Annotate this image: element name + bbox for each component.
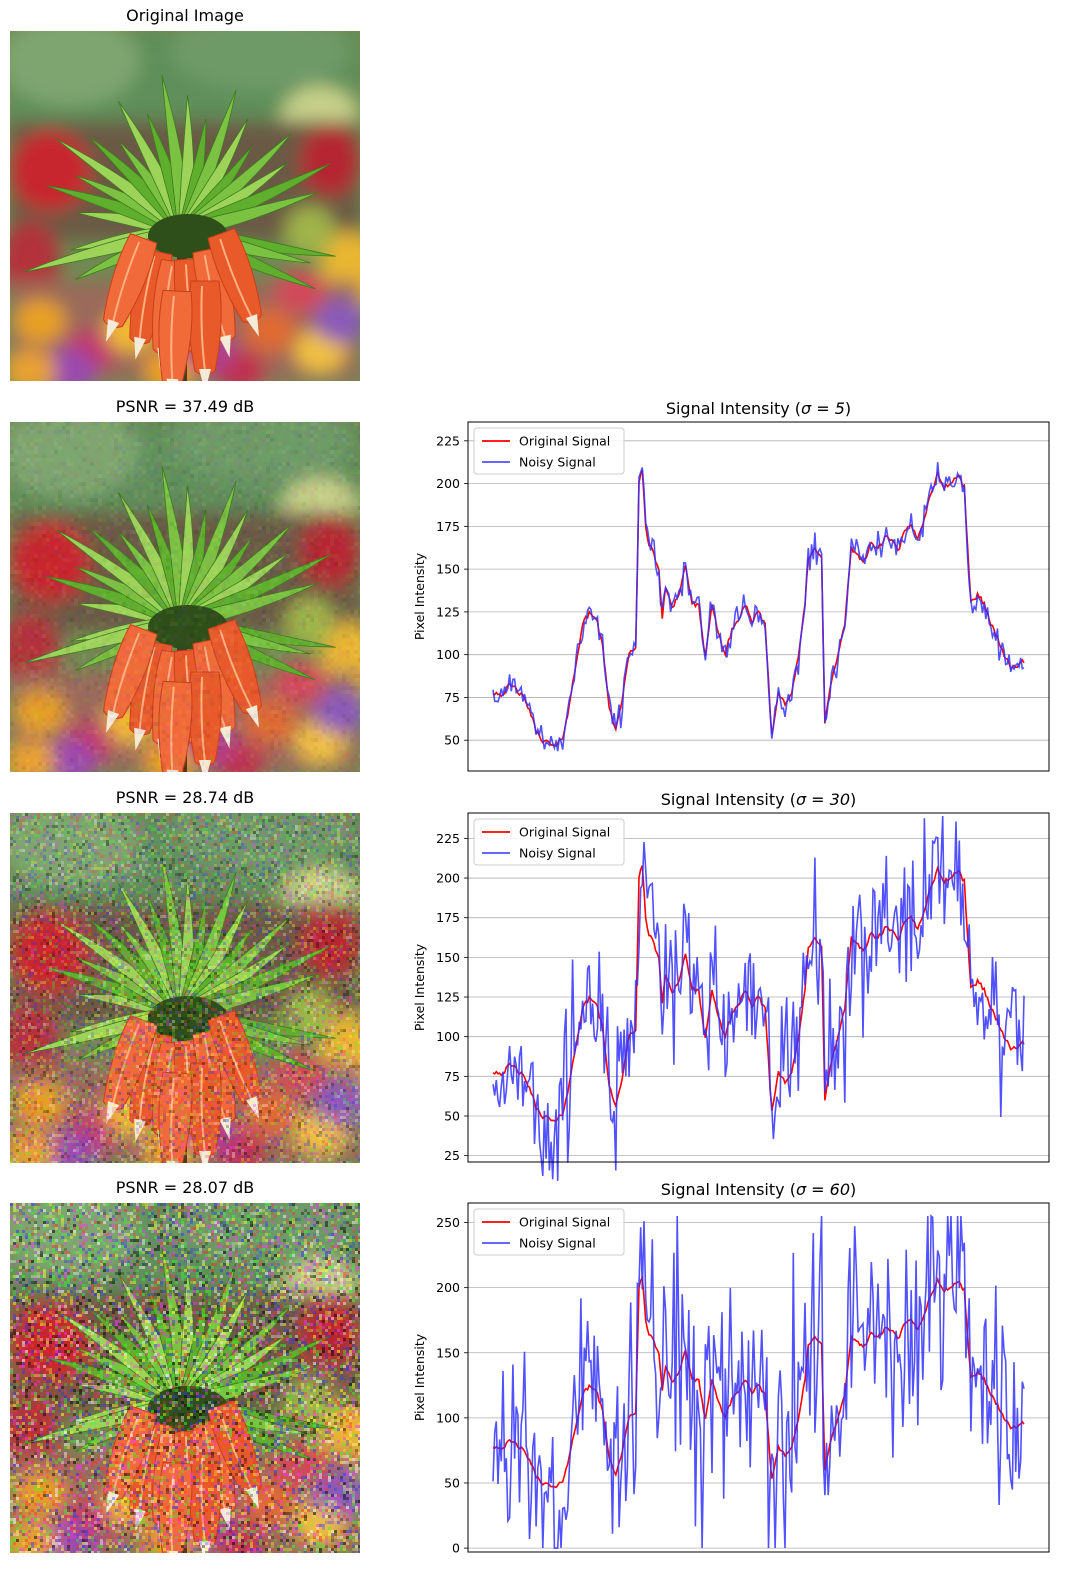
legend-box xyxy=(473,1208,625,1256)
y-axis-label: Pixel Intensity xyxy=(412,552,427,640)
y-tick-label: 150 xyxy=(436,1345,460,1360)
y-tick-label: 50 xyxy=(444,1475,460,1490)
plot-frame xyxy=(467,1202,1050,1553)
flower-image-sigma30 xyxy=(10,813,360,1163)
y-tick-label: 25 xyxy=(444,1148,460,1163)
y-tick-label: 50 xyxy=(444,733,460,748)
noisy-signal-line xyxy=(492,462,1025,752)
legend-label-original: Original Signal xyxy=(519,434,610,449)
chart-title: Signal Intensity (σ = 60) xyxy=(661,1180,857,1199)
chart-title: Signal Intensity (σ = 30) xyxy=(661,790,857,809)
flower-image-sigma5 xyxy=(10,422,360,772)
y-tick-label: 250 xyxy=(436,1215,460,1230)
legend-label-original: Original Signal xyxy=(519,825,610,840)
legend-label-noisy: Noisy Signal xyxy=(519,455,596,470)
flower-image-sigma60 xyxy=(10,1203,360,1553)
signal-chart-sigma-30: Signal Intensity (σ = 30) Pixel Intensity… xyxy=(412,790,1050,1181)
plot-frame xyxy=(467,812,1050,1163)
y-tick-label: 125 xyxy=(436,604,460,619)
flower-image-original xyxy=(10,31,360,381)
y-tick-label: 200 xyxy=(436,476,460,491)
image-title-sigma60: PSNR = 28.07 dB xyxy=(10,1178,360,1197)
legend: Original Signal Noisy Signal xyxy=(473,1208,625,1256)
image-title-sigma30: PSNR = 28.74 dB xyxy=(10,788,360,807)
y-tick-label: 50 xyxy=(444,1108,460,1123)
image-title-sigma5: PSNR = 37.49 dB xyxy=(10,397,360,416)
legend-box xyxy=(473,818,625,866)
y-tick-label: 75 xyxy=(444,690,460,705)
chart-title: Signal Intensity (σ = 5) xyxy=(666,399,851,418)
y-tick-label: 100 xyxy=(436,647,460,662)
legend-label-noisy: Noisy Signal xyxy=(519,1236,596,1251)
noisy-signal-line xyxy=(492,1214,1025,1549)
y-tick-label: 100 xyxy=(436,1029,460,1044)
y-tick-label: 150 xyxy=(436,562,460,577)
signal-chart-sigma-60: Signal Intensity (σ = 60) Pixel Intensity… xyxy=(412,1180,1050,1556)
legend-label-original: Original Signal xyxy=(519,1215,610,1230)
y-tick-label: 175 xyxy=(436,519,460,534)
y-tick-label: 175 xyxy=(436,910,460,925)
noisy-signal-line xyxy=(492,815,1025,1181)
y-tick-label: 150 xyxy=(436,950,460,965)
legend: Original Signal Noisy Signal xyxy=(473,818,625,866)
y-tick-label: 225 xyxy=(436,831,460,846)
signal-chart-sigma-5: Signal Intensity (σ = 5) Pixel Intensity 5… xyxy=(412,399,1050,772)
legend-box xyxy=(473,427,625,475)
original-signal-line xyxy=(492,469,1025,748)
y-tick-label: 125 xyxy=(436,990,460,1005)
plot-frame xyxy=(467,421,1050,772)
y-axis-label: Pixel Intensity xyxy=(412,943,427,1031)
y-tick-label: 75 xyxy=(444,1069,460,1084)
y-tick-label: 225 xyxy=(436,433,460,448)
y-axis-label: Pixel Intensity xyxy=(412,1333,427,1421)
y-tick-label: 200 xyxy=(436,1280,460,1295)
y-tick-label: 0 xyxy=(452,1541,460,1556)
legend-label-noisy: Noisy Signal xyxy=(519,846,596,861)
legend: Original Signal Noisy Signal xyxy=(473,427,625,475)
image-title-original: Original Image xyxy=(10,6,360,25)
y-tick-label: 100 xyxy=(436,1410,460,1425)
y-tick-label: 200 xyxy=(436,871,460,886)
